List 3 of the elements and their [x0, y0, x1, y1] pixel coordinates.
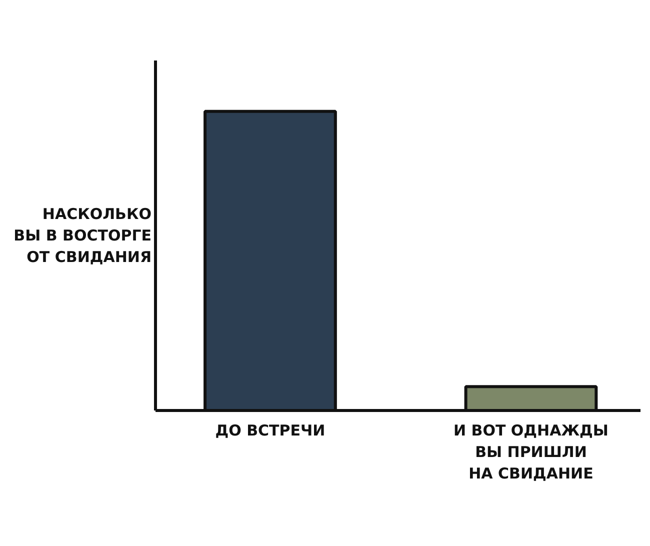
x-tick-label: ДО ВСТРЕЧИ	[215, 422, 326, 440]
y-axis-title: НАСКОЛЬКО ВЫ В ВОСТОРГЕ ОТ СВИДАНИЯ	[14, 204, 152, 266]
x-tick-label: И ВОТ ОДНАЖДЫ ВЫ ПРИШЛИ НА СВИДАНИЕ	[454, 422, 608, 483]
